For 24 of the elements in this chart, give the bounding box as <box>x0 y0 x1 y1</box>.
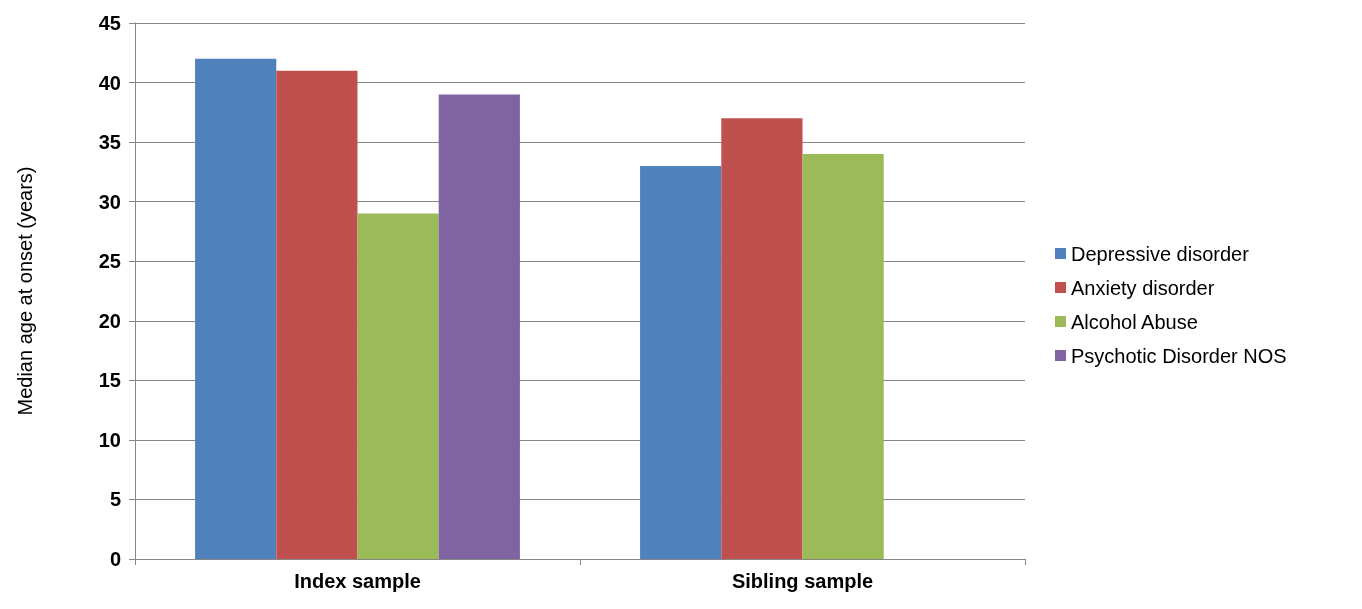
y-tick-label: 45 <box>98 12 121 34</box>
bar <box>438 94 520 559</box>
bar <box>195 58 277 559</box>
bar <box>276 70 358 559</box>
y-tick-label: 40 <box>98 71 121 94</box>
bar <box>357 213 439 559</box>
y-tick-label: 5 <box>109 488 121 511</box>
x-tick-label: Sibling sample <box>731 570 874 592</box>
bar <box>721 118 803 559</box>
y-tick-label: 15 <box>98 369 121 392</box>
bar <box>640 165 722 559</box>
y-tick-label: 0 <box>109 548 121 570</box>
y-tick-label: 35 <box>98 131 121 154</box>
legend-label: Depressive disorder <box>1071 242 1250 265</box>
y-tick-label: 20 <box>98 309 121 332</box>
bar <box>802 154 884 559</box>
x-tick-label: Index sample <box>294 570 421 592</box>
legend-label: Alcohol Abuse <box>1071 310 1198 333</box>
y-tick-label: 10 <box>98 428 121 451</box>
y-tick-label: 30 <box>98 190 121 213</box>
legend-label: Anxiety disorder <box>1071 276 1215 299</box>
y-axis-title: Median age at onset (years) <box>14 166 36 416</box>
y-tick-label: 25 <box>98 250 121 273</box>
legend-label: Psychotic Disorder NOS <box>1071 344 1287 367</box>
